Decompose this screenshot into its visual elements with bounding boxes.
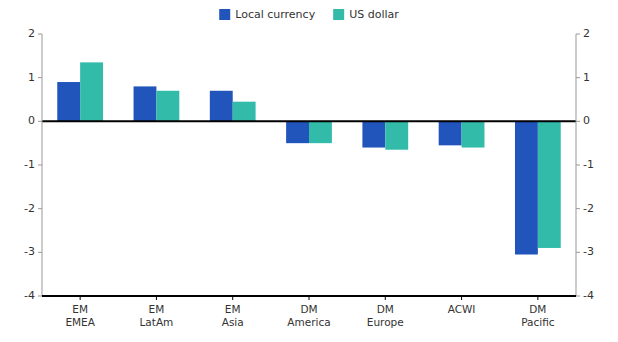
y2-tick-label: -2 (583, 202, 594, 215)
x-tick-label: ACWI (448, 303, 476, 315)
legend-label: US dollar (349, 8, 399, 21)
legend-swatch (219, 9, 230, 20)
x-tick (537, 296, 538, 300)
bar (210, 91, 233, 122)
y2-tick (576, 165, 580, 166)
legend-swatch (333, 9, 344, 20)
y-tick-label: -4 (24, 289, 35, 302)
y2-tick (576, 34, 580, 35)
y-tick-label: 1 (28, 71, 35, 84)
x-tick (232, 296, 233, 300)
y2-tick (576, 252, 580, 253)
x-tick (80, 296, 81, 300)
y-tick-label: -1 (24, 158, 35, 171)
y-tick (38, 296, 42, 297)
x-tick (309, 296, 310, 300)
y-tick-label: -2 (24, 202, 35, 215)
y-tick (38, 121, 42, 122)
x-tick-label: DMEurope (367, 303, 404, 328)
legend: Local currency US dollar (219, 8, 399, 21)
bar (57, 82, 80, 121)
bar (286, 121, 309, 143)
y2-tick (576, 121, 580, 122)
x-tick (156, 296, 157, 300)
y-tick (38, 77, 42, 78)
y-tick-label: 0 (28, 114, 35, 127)
y2-tick-label: -4 (583, 289, 594, 302)
bars (57, 62, 560, 254)
bar (80, 62, 103, 121)
bar (515, 121, 538, 254)
bar (233, 102, 256, 122)
bar (156, 91, 179, 122)
y2-tick-label: 1 (583, 71, 590, 84)
bar (439, 121, 462, 145)
x-tick (385, 296, 386, 300)
y2-tick-label: 2 (583, 27, 590, 40)
bar (309, 121, 332, 143)
y2-tick (576, 296, 580, 297)
x-tick-label: EMEMEA (65, 303, 95, 328)
legend-item: Local currency (219, 8, 315, 21)
y2-tick (576, 77, 580, 78)
y-tick (38, 252, 42, 253)
y-tick-label: -3 (24, 245, 35, 258)
x-tick-label: DMPacific (521, 303, 555, 328)
x-tick-label: EMAsia (222, 303, 244, 328)
x-tick (461, 296, 462, 300)
y2-tick-label: -3 (583, 245, 594, 258)
y2-tick-label: 0 (583, 114, 590, 127)
y-tick-label: 2 (28, 27, 35, 40)
x-tick-label: EMLatAm (140, 303, 174, 328)
bar (538, 121, 561, 248)
zero-line (42, 120, 576, 122)
bar (385, 121, 408, 149)
y2-tick (576, 208, 580, 209)
bar (462, 121, 485, 147)
y-tick (38, 165, 42, 166)
legend-label: Local currency (235, 8, 315, 21)
bar (362, 121, 385, 147)
chart: -4 -3 -2 -1 0 1 2 -4 -3 -2 -1 0 1 2 EMEMEA EMLatAm EMAsi… (0, 0, 618, 342)
bar (134, 86, 157, 121)
y-tick (38, 208, 42, 209)
legend-item: US dollar (333, 8, 399, 21)
x-tick-label: DMAmerica (287, 303, 330, 328)
y2-tick-label: -1 (583, 158, 594, 171)
y-tick (38, 34, 42, 35)
